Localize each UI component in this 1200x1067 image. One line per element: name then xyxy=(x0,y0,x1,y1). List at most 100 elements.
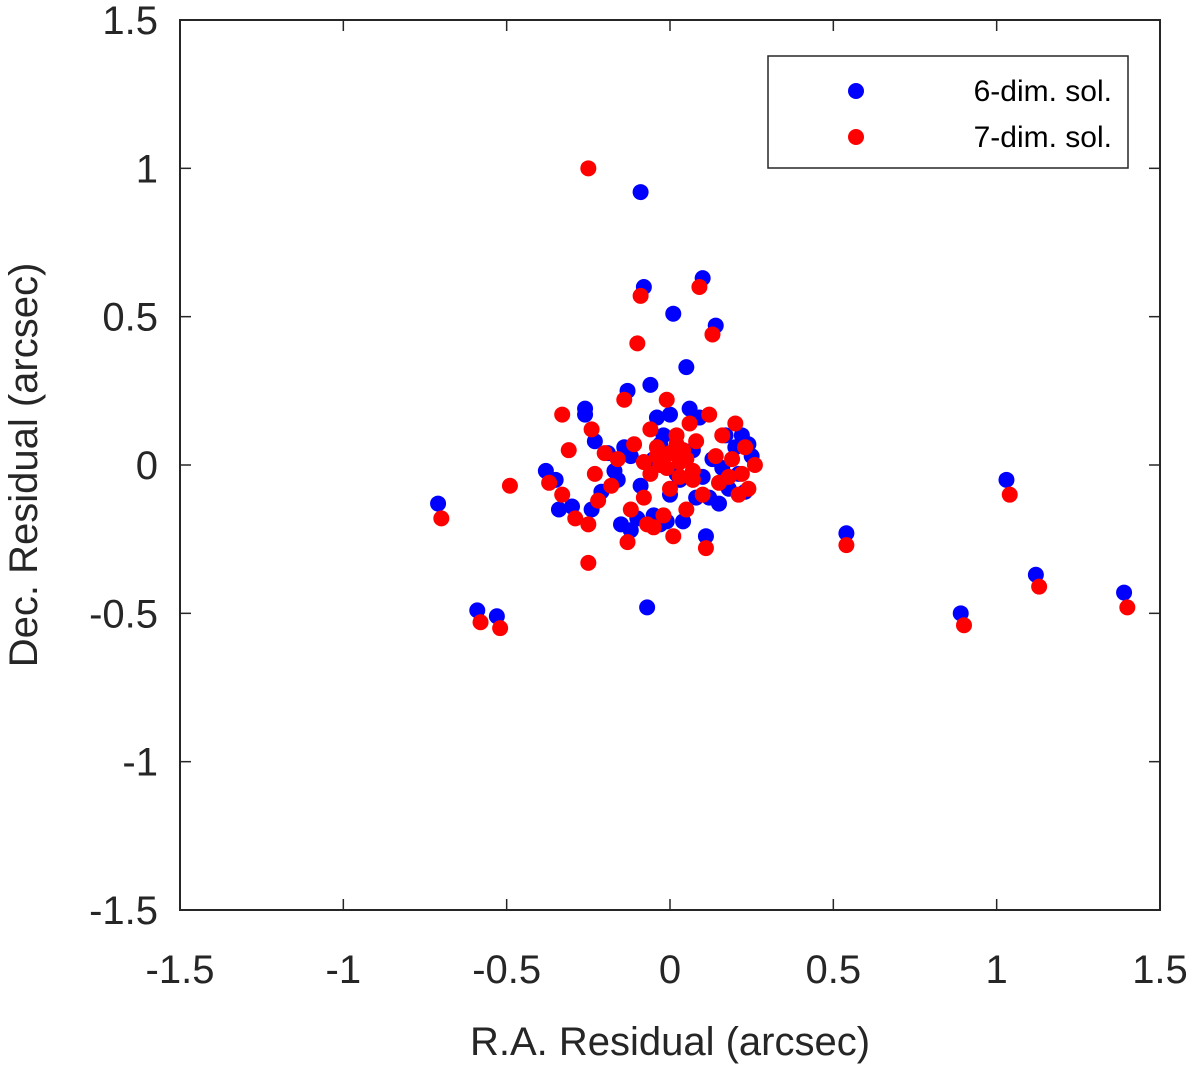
data-point xyxy=(626,436,643,453)
data-point xyxy=(681,415,698,432)
x-tick-label: 1.5 xyxy=(1132,948,1188,992)
axis-tick-labels: -1.5 -1 -0.5 0 0.5 1 1.5 -1.5 -1 -0.5 0 0.5 1 1.5 xyxy=(89,0,1188,992)
data-point xyxy=(580,554,597,571)
data-point xyxy=(642,465,659,482)
data-point xyxy=(430,495,447,512)
data-point xyxy=(501,477,518,494)
data-point xyxy=(956,617,972,634)
data-point xyxy=(724,451,741,468)
data-point xyxy=(720,468,737,485)
y-tick-label: 0 xyxy=(136,444,158,488)
data-point xyxy=(619,534,636,551)
data-point xyxy=(622,501,639,518)
data-point xyxy=(746,457,763,473)
data-point xyxy=(577,406,594,423)
data-point xyxy=(658,459,675,476)
data-point xyxy=(639,599,656,616)
data-point xyxy=(665,528,682,545)
x-tick-label: -1 xyxy=(326,948,362,992)
data-point xyxy=(1119,599,1136,616)
y-tick-label: -0.5 xyxy=(89,592,158,636)
data-point xyxy=(714,427,731,444)
axis-ticks xyxy=(179,19,1161,911)
data-point xyxy=(603,477,620,494)
data-point xyxy=(684,471,701,488)
data-point xyxy=(701,406,718,423)
y-axis-title: Dec. Residual (arcsec) xyxy=(2,263,46,668)
data-point xyxy=(433,510,450,527)
data-point xyxy=(645,519,662,536)
data-point xyxy=(580,516,597,533)
data-point xyxy=(596,445,613,462)
legend-marker-7-dim xyxy=(848,129,864,145)
data-point xyxy=(1001,486,1018,503)
legend-label-6-dim: 6-dim. sol. xyxy=(974,75,1112,108)
data-markers xyxy=(430,160,1136,637)
data-point xyxy=(668,436,685,453)
legend-marker-6-dim xyxy=(848,83,864,99)
data-point xyxy=(691,279,708,295)
data-point xyxy=(648,439,665,456)
x-tick-label: 0.5 xyxy=(806,948,862,992)
data-point xyxy=(694,486,711,503)
data-point xyxy=(838,537,855,554)
data-point xyxy=(616,391,633,408)
data-point xyxy=(655,507,672,524)
data-point xyxy=(635,489,652,506)
data-point xyxy=(1031,578,1048,595)
data-point xyxy=(688,433,705,450)
data-point xyxy=(671,468,688,485)
data-point xyxy=(707,448,724,465)
data-point xyxy=(550,501,567,518)
data-point xyxy=(711,495,727,512)
data-point xyxy=(554,486,571,503)
y-tick-label: 0.5 xyxy=(102,296,158,340)
y-tick-label: -1.5 xyxy=(89,889,158,933)
y-tick-label: 1.5 xyxy=(102,0,158,43)
data-point xyxy=(635,454,652,471)
data-point xyxy=(472,614,489,631)
data-point xyxy=(648,409,665,426)
x-tick-label: 1 xyxy=(986,948,1008,992)
data-point xyxy=(642,421,659,438)
legend-box xyxy=(767,55,1129,169)
data-point xyxy=(629,335,646,352)
data-point xyxy=(662,406,678,423)
data-point xyxy=(838,525,855,542)
data-point xyxy=(642,376,659,393)
x-tick-label: 0 xyxy=(659,948,681,992)
data-point xyxy=(662,480,678,497)
data-point xyxy=(632,184,649,201)
data-point xyxy=(998,471,1015,488)
y-tick-label: 1 xyxy=(136,147,158,191)
data-point xyxy=(704,326,721,343)
data-point xyxy=(678,501,695,518)
data-point xyxy=(678,451,695,468)
legend-label-7-dim: 7-dim. sol. xyxy=(974,121,1112,154)
y-tick-label: -1 xyxy=(122,741,158,785)
data-point xyxy=(697,528,714,545)
data-point xyxy=(740,480,757,497)
data-point xyxy=(541,474,558,491)
data-point xyxy=(697,540,714,557)
series-7-dim xyxy=(433,160,1136,637)
data-point xyxy=(678,359,695,376)
x-tick-label: -1.5 xyxy=(146,948,215,992)
x-axis-title: R.A. Residual (arcsec) xyxy=(470,1020,870,1064)
data-point xyxy=(590,492,607,509)
data-point xyxy=(560,442,577,459)
data-point xyxy=(554,406,571,423)
data-point xyxy=(583,421,600,438)
x-tick-label: -0.5 xyxy=(472,948,541,992)
data-point xyxy=(609,451,626,468)
data-point xyxy=(632,287,649,304)
data-point xyxy=(727,415,744,432)
data-point xyxy=(1116,584,1133,601)
data-point xyxy=(580,160,597,177)
data-point xyxy=(492,620,509,637)
data-point xyxy=(567,510,584,527)
data-point xyxy=(658,391,675,408)
data-point xyxy=(665,305,682,322)
data-point xyxy=(586,465,603,482)
